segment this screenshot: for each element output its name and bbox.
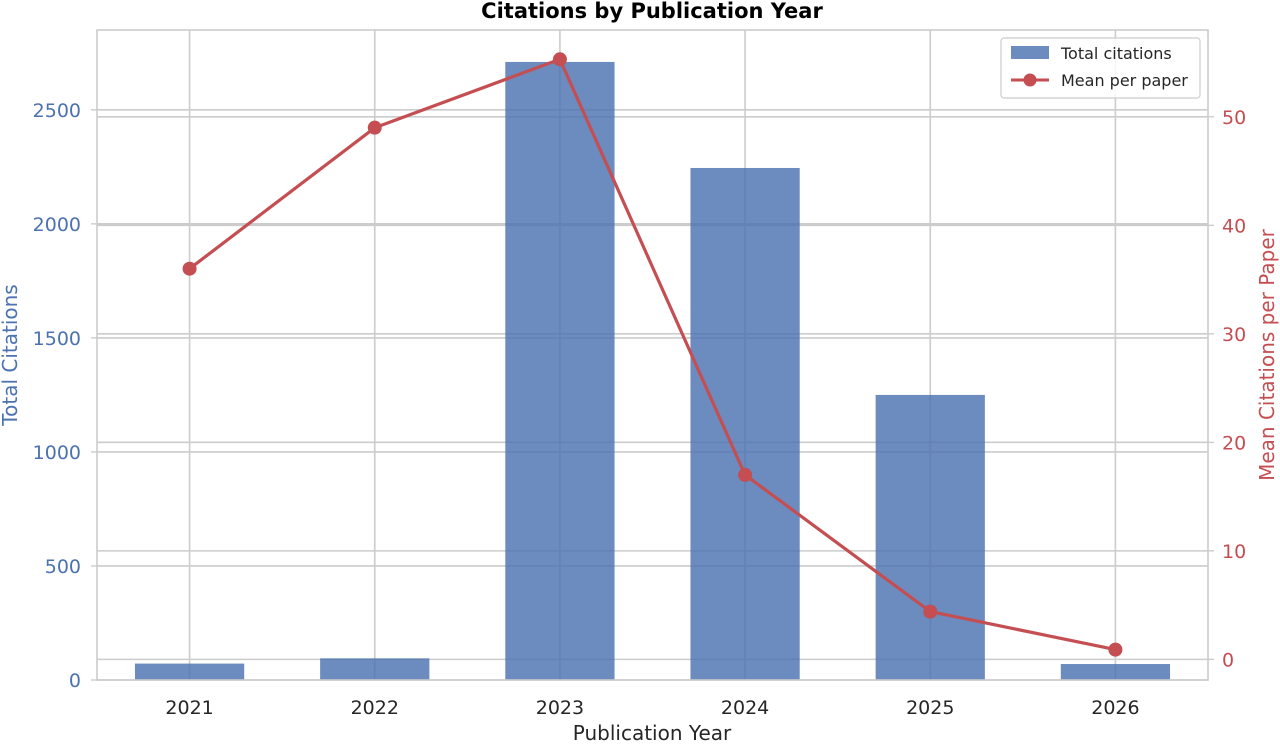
left-tick-label: 500	[45, 556, 81, 578]
legend-line-marker	[1023, 73, 1037, 87]
bar	[1060, 664, 1171, 680]
legend: Total citations Mean per paper	[1000, 37, 1201, 99]
bar	[320, 658, 430, 680]
left-tick-label: 2500	[33, 100, 81, 122]
legend-bar-swatch	[1011, 46, 1049, 59]
x-tick-label: 2021	[165, 697, 213, 719]
mean-line-path	[188, 57, 1116, 652]
right-tick-label: 30	[1222, 324, 1246, 346]
mean-point	[738, 467, 753, 482]
tick-labels: 2021 2022 2023 2024 2025 20260500100015002000…	[33, 100, 1247, 719]
mean-point	[1108, 642, 1123, 657]
bar	[134, 663, 245, 680]
right-tick-label: 40	[1222, 215, 1246, 237]
bars	[134, 61, 1171, 681]
x-tick-label: 2026	[1091, 697, 1139, 719]
left-tick-label: 1500	[33, 328, 81, 350]
x-tick-label: 2024	[721, 697, 769, 719]
grid	[97, 30, 1208, 681]
left-tick-label: 0	[69, 670, 81, 692]
x-tick-label: 2022	[351, 697, 399, 719]
plot-frame	[96, 29, 1209, 681]
mean-line	[182, 52, 1123, 657]
chart-title: Citations by Publication Year	[481, 0, 823, 23]
left-tick-label: 1000	[33, 442, 81, 464]
legend-bar-label: Total citations	[1060, 44, 1172, 63]
mean-point	[552, 52, 567, 67]
right-tick-label: 0	[1222, 649, 1234, 671]
right-axis-label: Mean Citations per Paper	[1255, 228, 1279, 481]
legend-box	[1000, 37, 1201, 99]
x-axis-label: Publication Year	[573, 721, 732, 744]
legend-line-label: Mean per paper	[1061, 71, 1188, 90]
mean-point	[367, 120, 382, 135]
right-tick-label: 50	[1222, 107, 1246, 129]
right-tick-label: 20	[1222, 432, 1246, 454]
mean-point	[923, 604, 938, 619]
mean-point	[182, 261, 197, 276]
bar	[505, 61, 615, 681]
x-tick-label: 2023	[536, 697, 584, 719]
bar	[875, 394, 985, 680]
x-tick-label: 2025	[906, 697, 954, 719]
left-tick-label: 2000	[33, 214, 81, 236]
left-axis-label: Total Citations	[0, 284, 22, 426]
right-tick-label: 10	[1222, 541, 1246, 563]
bar	[690, 167, 800, 681]
